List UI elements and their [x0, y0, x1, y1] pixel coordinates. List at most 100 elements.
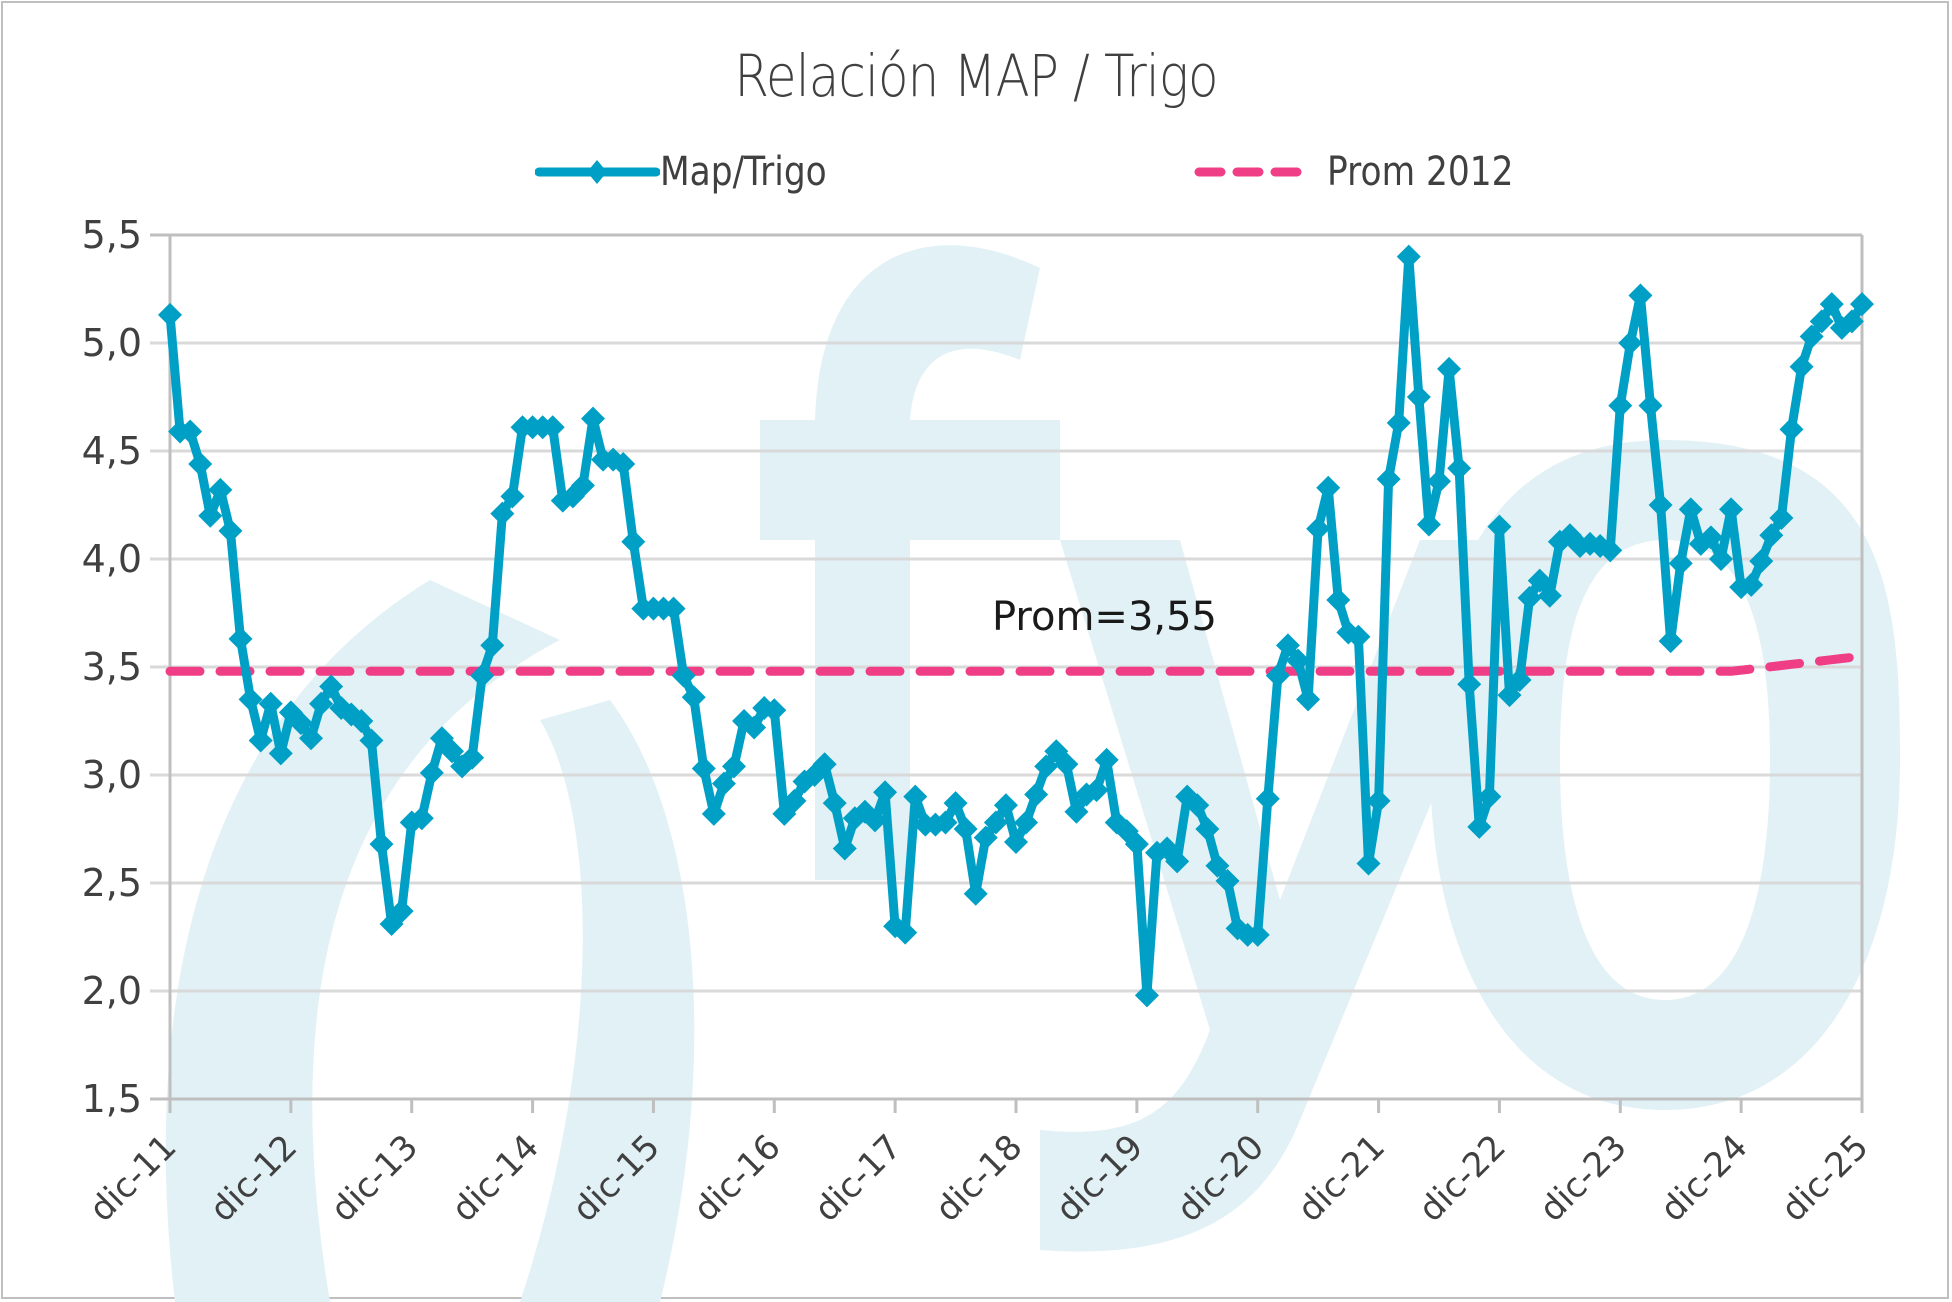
- map-trigo-point: [1134, 983, 1159, 1008]
- map-trigo-point: [993, 793, 1018, 818]
- legend-swatch-prom-2012-icon: [1194, 167, 1312, 177]
- map-trigo-point: [1507, 667, 1532, 692]
- x-tick-label: dic-13: [323, 1127, 426, 1230]
- watermark-fyo-logo: [165, 245, 1900, 1302]
- x-tick-label: dic-22: [1411, 1127, 1514, 1230]
- map-trigo-point: [1386, 410, 1411, 435]
- map-trigo-point: [1416, 512, 1441, 537]
- y-tick-label: 3,0: [82, 753, 142, 797]
- map-trigo-point: [1265, 663, 1290, 688]
- watermark-letter-f-bar: [760, 420, 1060, 540]
- map-trigo-point: [299, 726, 323, 751]
- map-trigo-point: [1809, 309, 1834, 334]
- map-trigo-point: [258, 691, 283, 716]
- map-trigo-point: [812, 752, 837, 777]
- x-tick-label: dic-25: [1774, 1127, 1877, 1230]
- watermark-paren-left: [165, 580, 561, 1302]
- map-trigo-point: [903, 784, 928, 809]
- map-trigo-point: [570, 473, 595, 498]
- map-trigo-point: [1759, 523, 1784, 548]
- map-trigo-point: [460, 745, 485, 770]
- map-trigo-point: [359, 728, 384, 753]
- map-trigo-point: [1306, 516, 1331, 541]
- y-tick-labels: 5,5 5,0 4,5 4,0 3,5 3,0 2,5 2,0 1,5: [82, 213, 142, 1121]
- map-trigo-point: [1537, 583, 1562, 608]
- map-trigo-point: [681, 685, 706, 710]
- map-trigo-point: [1064, 799, 1089, 824]
- map-trigo-point: [470, 663, 495, 688]
- map-trigo-point: [319, 674, 344, 699]
- map-trigo-point: [1447, 456, 1472, 481]
- map-trigo-point: [480, 633, 505, 658]
- map-trigo-point: [419, 760, 444, 785]
- map-trigo-point: [722, 754, 746, 779]
- map-trigo-point: [933, 810, 958, 835]
- legend-item-prom-2012: Prom 2012: [1193, 142, 1544, 202]
- map-trigo-point: [490, 501, 515, 526]
- map-trigo-point: [1698, 525, 1723, 550]
- map-trigo-point: [1356, 851, 1381, 876]
- map-trigo-point: [1819, 292, 1844, 317]
- map-trigo-point: [1799, 324, 1824, 349]
- map-trigo-point: [1034, 754, 1059, 779]
- map-trigo-point: [309, 691, 334, 716]
- series-prom-2012: [165, 651, 1867, 676]
- map-trigo-point: [158, 302, 182, 327]
- map-trigo-point: [1487, 514, 1512, 539]
- y-tick-label: 2,0: [82, 969, 142, 1013]
- map-trigo-point: [893, 920, 918, 945]
- map-trigo-point: [1497, 683, 1522, 708]
- map-trigo-point: [1245, 922, 1270, 947]
- map-trigo-point: [953, 817, 978, 841]
- map-trigo-point: [228, 626, 253, 651]
- map-trigo-point: [1366, 788, 1391, 813]
- map-trigo-point: [581, 406, 605, 431]
- map-trigo-point: [1195, 817, 1220, 841]
- map-trigo-point: [1215, 868, 1240, 893]
- map-trigo-point: [1457, 672, 1482, 697]
- x-tick-label: dic-23: [1532, 1127, 1635, 1230]
- map-trigo-point: [1185, 793, 1210, 818]
- map-trigo-point: [248, 728, 273, 753]
- map-trigo-point: [1638, 393, 1663, 418]
- watermark-letter-f-stem: [815, 245, 1040, 880]
- map-trigo-point: [1658, 629, 1683, 654]
- map-trigo-point: [983, 810, 1008, 835]
- series-map-trigo: [158, 244, 1874, 1008]
- y-tick-label: 4,5: [82, 429, 142, 473]
- map-trigo-point: [1346, 624, 1371, 649]
- y-tick-label: 3,5: [82, 645, 142, 689]
- map-trigo-point: [349, 709, 374, 733]
- map-trigo-point: [1427, 469, 1451, 494]
- map-trigo-point: [1648, 493, 1673, 517]
- map-trigo-point: [1628, 283, 1653, 308]
- map-trigo-point: [1406, 385, 1431, 409]
- map-trigo-point: [1739, 572, 1764, 597]
- map-trigo-point: [1779, 417, 1804, 442]
- map-trigo-point: [1396, 244, 1421, 269]
- legend-label-map-trigo: Map/Trigo: [660, 149, 827, 195]
- watermark-letter-y: [1040, 540, 1540, 1252]
- map-trigo-point: [1094, 747, 1119, 772]
- map-trigo-point: [1165, 849, 1190, 874]
- map-trigo-point: [188, 451, 213, 476]
- map-trigo-point: [1608, 393, 1633, 418]
- map-trigo-point: [1124, 832, 1149, 857]
- x-tick-label: dic-21: [1290, 1127, 1393, 1230]
- map-trigo-point: [1527, 568, 1552, 593]
- map-trigo-point: [218, 518, 243, 543]
- map-trigo-point: [198, 503, 223, 528]
- x-tick-label: dic-17: [807, 1127, 910, 1230]
- legend-label-prom-2012: Prom 2012: [1327, 149, 1514, 195]
- map-trigo-point: [208, 477, 233, 502]
- x-tick-label: dic-24: [1653, 1127, 1756, 1230]
- x-tick-label: dic-16: [686, 1127, 789, 1230]
- map-trigo-point: [611, 451, 636, 476]
- map-trigo-point: [973, 825, 998, 850]
- grid-lines: [150, 233, 1864, 1099]
- watermark-paren-right: [520, 700, 695, 1302]
- map-trigo-point: [1618, 331, 1643, 355]
- map-trigo-point: [288, 711, 313, 736]
- watermark-letter-o: [1430, 440, 1900, 1110]
